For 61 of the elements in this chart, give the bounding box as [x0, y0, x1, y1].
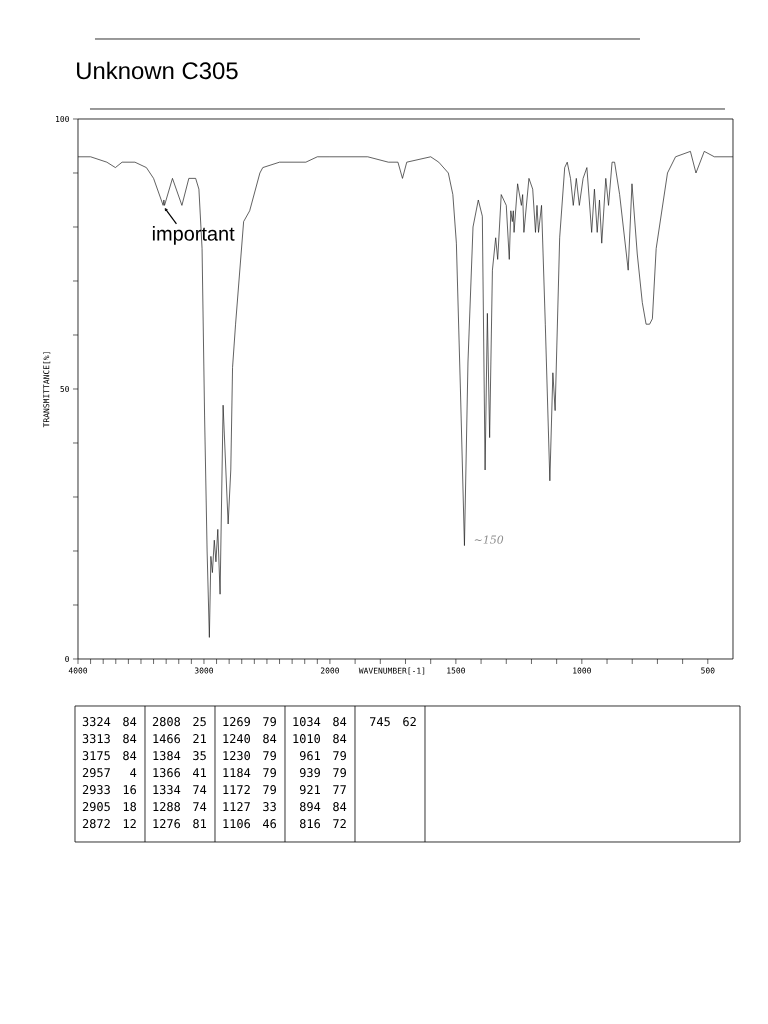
text: 1269: [223, 717, 250, 727]
text: 1366: [153, 768, 181, 778]
text: 1240: [223, 734, 251, 744]
text: 18: [123, 802, 137, 812]
text: 16: [123, 785, 137, 795]
text: 21: [193, 734, 206, 743]
text: 2905: [82, 802, 110, 812]
text: 84: [333, 802, 347, 812]
text: 2808: [152, 717, 181, 727]
text: 1184: [223, 768, 251, 778]
annotation: important: [152, 226, 235, 245]
text: 84: [333, 717, 347, 727]
text: 921: [299, 785, 320, 795]
text: 46: [263, 819, 277, 829]
text: 84: [123, 717, 137, 727]
text: 74: [193, 802, 207, 811]
text: 1034: [293, 717, 321, 727]
text: 1106: [223, 819, 251, 829]
text: 84: [263, 734, 277, 744]
chart-title: Unknown C305: [77, 61, 238, 80]
text: 81: [193, 819, 206, 829]
text: 939: [299, 768, 320, 778]
text: 1172: [223, 785, 250, 794]
text: 72: [333, 819, 346, 828]
text: 3324: [82, 717, 111, 727]
text: 2933: [82, 785, 110, 795]
annotation: ~150: [474, 535, 504, 544]
text: 1288: [153, 802, 181, 812]
text: 12: [123, 819, 136, 828]
text: 79: [263, 785, 276, 795]
text: 79: [333, 751, 346, 761]
text: 62: [403, 717, 416, 727]
text: 4: [130, 768, 137, 777]
text: 84: [123, 734, 137, 744]
text: 77: [333, 785, 346, 794]
text: 745: [370, 717, 390, 727]
text: 1127: [223, 802, 250, 811]
text: 1384: [153, 751, 181, 761]
text: 74: [193, 785, 207, 794]
text: 84: [123, 751, 137, 761]
text: 1466: [153, 734, 181, 744]
text: 961: [299, 751, 320, 761]
text: 41: [193, 768, 206, 777]
text: 84: [333, 734, 347, 744]
text: 2872: [82, 819, 110, 829]
text: 25: [193, 717, 206, 727]
text: 894: [299, 802, 321, 812]
text: 1230: [223, 751, 251, 761]
text: 33: [263, 802, 276, 812]
text: 2957: [82, 768, 110, 778]
text: 79: [333, 768, 346, 778]
text: 79: [263, 751, 276, 761]
text: 79: [263, 717, 276, 727]
text: 3313: [82, 734, 110, 744]
text: 816: [299, 819, 321, 829]
text: 3175: [82, 751, 110, 761]
text: 35: [193, 751, 206, 761]
text: 1334: [153, 785, 181, 795]
text: 79: [263, 768, 276, 778]
text: 1276: [153, 819, 181, 829]
text: 1010: [293, 734, 321, 744]
